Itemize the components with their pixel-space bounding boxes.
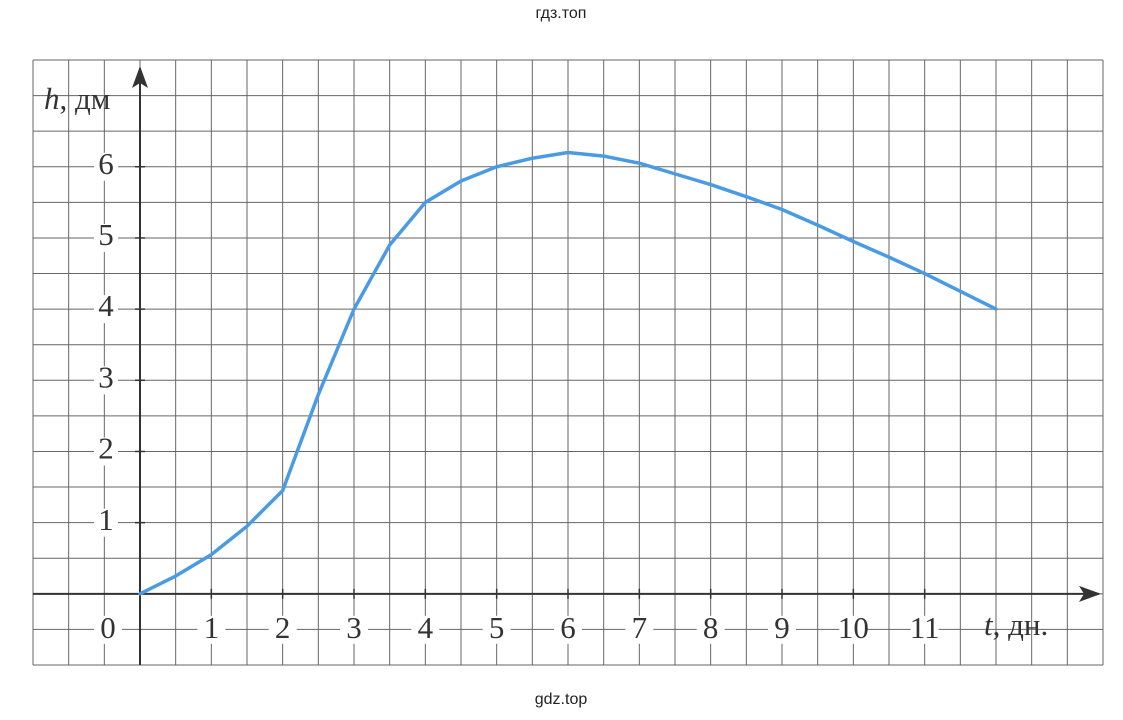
y-tick-label: 1 [98,502,114,537]
tick-label-bg [94,508,118,537]
y-var: h [44,81,60,116]
x-tick-label: 2 [275,610,291,645]
tick-label-bg [197,615,226,644]
y-tick-label: 5 [98,217,114,252]
x-tick-label: 9 [774,610,790,645]
x-tick-label: 0 [100,610,116,645]
tick-label-bg [910,615,939,644]
x-tick-label: 3 [346,610,362,645]
watermark: гдз.топ [536,5,587,22]
y-tick-label: 6 [98,146,114,181]
x-var: t [984,607,994,642]
tick-label-bg [94,366,118,395]
tick-label-bg [768,615,796,644]
tick-label-bg [94,223,118,252]
y-tick-label: 3 [98,359,114,394]
y-axis-label: h, дм [44,81,110,116]
x-tick-label: 11 [910,610,940,645]
tick-label-bg [94,295,118,324]
x-axis-label: t, дн. [984,607,1048,642]
x-axis-arrow [1079,585,1101,602]
x-tick-label: 1 [204,610,220,645]
tick-label-bg [482,615,511,644]
tick-label-bg [340,615,368,644]
x-tick-label: 5 [489,610,505,645]
x-tick-label: 6 [560,610,576,645]
tick-label-bg [94,437,118,466]
tick-label-bg [94,152,118,181]
tick-label-bg [268,615,297,644]
tick-label-bg [625,615,654,644]
tick-label-bg [411,615,440,644]
tick-label-bg [696,615,725,644]
x-tick-label: 8 [703,610,719,645]
y-unit: , дм [60,81,111,116]
tick-label-bg [839,615,868,644]
x-tick-label: 7 [632,610,648,645]
y-tick-label: 4 [98,288,114,323]
x-tick-label: 4 [418,610,434,645]
y-axis-arrow [132,66,148,88]
y-tick-label: 2 [98,431,114,466]
grid [32,59,1104,666]
x-unit: , дн. [993,607,1049,642]
line [138,150,998,596]
x-tick-label: 10 [838,610,869,645]
watermark: gdz.top [535,691,588,708]
tick-label-bg [554,615,582,644]
tick-label-bg [94,615,122,644]
